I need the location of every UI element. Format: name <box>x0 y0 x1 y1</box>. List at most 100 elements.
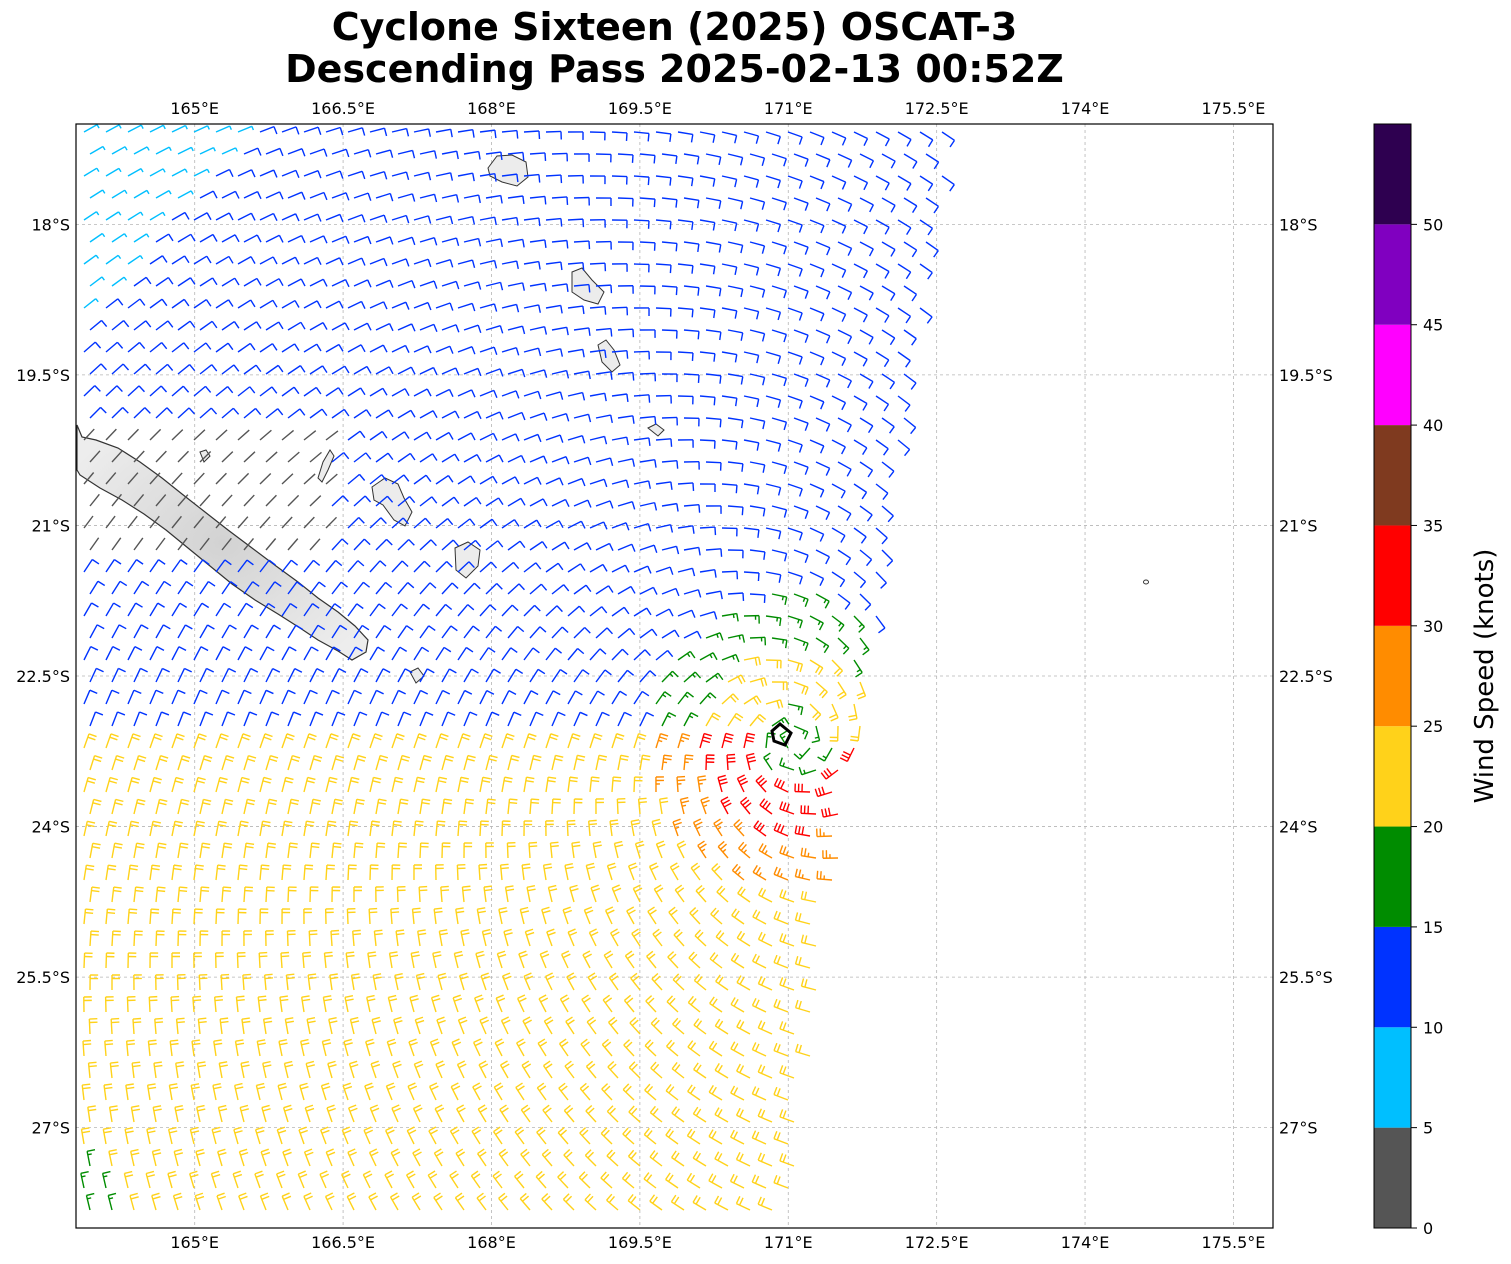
wind-barb <box>353 624 370 639</box>
wind-barb <box>133 886 144 903</box>
wind-barb <box>507 151 525 161</box>
wind-barb <box>757 1108 773 1123</box>
wind-barb <box>677 691 694 705</box>
wind-barb <box>369 214 388 223</box>
tanna-island <box>597 339 621 373</box>
wind-barb <box>413 171 432 181</box>
wind-barb <box>507 454 526 464</box>
wind-barb <box>793 373 809 387</box>
wind-barb <box>155 494 167 507</box>
wind-barb <box>407 1082 418 1101</box>
wind-barb <box>485 325 504 334</box>
wind-barb <box>595 627 613 639</box>
wind-barb <box>749 713 767 727</box>
wind-barb <box>216 1192 226 1211</box>
wind-barb <box>573 240 591 250</box>
wind-barb <box>368 1148 379 1167</box>
wind-barb <box>514 1126 525 1145</box>
wind-barb <box>303 343 322 353</box>
colorbar-bin <box>1374 525 1411 626</box>
wind-barb <box>763 752 773 771</box>
wind-barb <box>215 820 227 837</box>
wind-barb <box>375 495 394 507</box>
wind-barb <box>773 777 789 793</box>
wind-barb <box>259 516 271 529</box>
wind-barb <box>661 754 673 771</box>
wind-barb <box>463 453 482 463</box>
wind-barb <box>325 646 341 661</box>
wind-barb <box>375 538 393 551</box>
wind-barb <box>353 409 372 419</box>
wind-barb <box>545 304 563 314</box>
wind-barb <box>573 456 592 466</box>
wind-barb <box>630 819 640 837</box>
wind-barb <box>666 1039 679 1057</box>
wind-barb <box>353 495 372 507</box>
wind-barb <box>601 1083 613 1101</box>
wind-barb <box>501 216 519 226</box>
wind-barb <box>347 257 366 266</box>
wind-barb <box>281 256 300 265</box>
wind-barb <box>347 170 366 180</box>
lon-tick-label-top: 168°E <box>467 99 516 118</box>
wind-barb <box>171 255 190 265</box>
wind-barb <box>655 776 664 793</box>
wind-barb <box>133 974 142 991</box>
wind-barb <box>177 711 192 727</box>
wind-barb <box>479 216 497 226</box>
wind-barb <box>177 580 194 595</box>
wind-barb <box>85 1192 95 1211</box>
wind-barb <box>633 263 650 273</box>
wind-barb <box>281 733 295 749</box>
wind-barb <box>839 747 855 763</box>
wind-barb <box>751 1086 767 1101</box>
wind-barb <box>243 451 256 463</box>
wind-barb <box>133 667 148 683</box>
lon-tick-label-top: 172.5°E <box>905 99 969 118</box>
wind-barb <box>504 885 515 903</box>
wind-barb <box>155 798 168 815</box>
wind-barb <box>875 175 890 191</box>
wind-barb <box>757 1152 773 1167</box>
wind-barb <box>773 1042 789 1057</box>
wind-barb <box>177 494 189 507</box>
wind-barb <box>485 625 503 639</box>
wind-barb <box>567 261 585 271</box>
wind-barb <box>152 1105 162 1123</box>
wind-barb <box>375 668 391 683</box>
wind-barb <box>535 1170 547 1189</box>
wind-barb <box>393 1016 403 1035</box>
wind-barb <box>309 495 322 507</box>
wind-barb <box>573 626 591 639</box>
wind-barb <box>237 776 250 793</box>
wind-barb <box>626 906 636 925</box>
wind-barb <box>705 712 721 727</box>
wind-barb <box>611 436 629 446</box>
wind-barb <box>633 307 650 316</box>
wind-barb <box>529 798 540 815</box>
colorbar-bin <box>1374 1127 1411 1228</box>
wind-barb <box>331 495 349 507</box>
wind-barb <box>573 196 590 206</box>
wind-barb <box>507 668 524 683</box>
wind-barb <box>606 862 617 881</box>
wind-barb <box>281 689 296 705</box>
lon-tick-label-bottom: 172.5°E <box>905 1233 969 1252</box>
wind-barb <box>516 1038 526 1057</box>
wind-barb <box>330 929 340 947</box>
wind-barb <box>237 864 248 881</box>
wind-barb <box>721 219 738 232</box>
wind-barb <box>733 819 745 837</box>
wind-barb <box>817 747 833 762</box>
wind-barb <box>875 483 889 500</box>
wind-barb <box>566 819 576 837</box>
colorbar-label: Wind Speed (knots) <box>1470 549 1500 804</box>
wind-barb <box>523 347 542 357</box>
wind-barb <box>727 549 744 559</box>
wind-barb <box>773 1086 789 1101</box>
wind-barb <box>727 461 744 472</box>
wind-barb <box>815 417 831 432</box>
wind-barb <box>265 538 277 551</box>
wind-barb <box>537 1038 548 1057</box>
wind-barb <box>485 454 504 463</box>
